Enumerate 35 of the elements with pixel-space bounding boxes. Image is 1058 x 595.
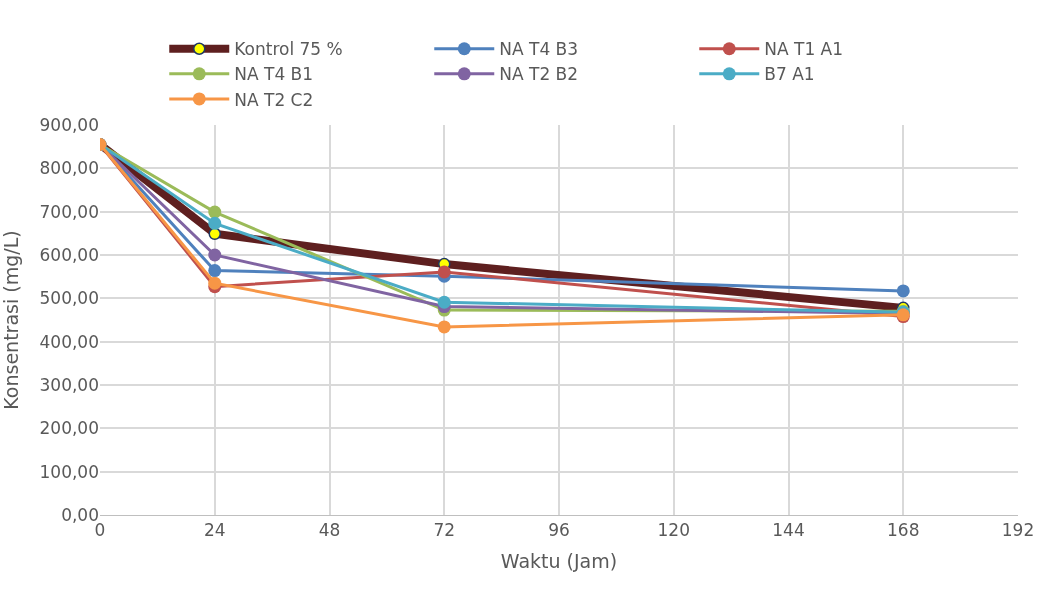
y-tick-label: 200,00 <box>39 418 99 439</box>
point <box>208 248 222 262</box>
point <box>437 295 451 309</box>
x-tick-label: 96 <box>548 520 570 541</box>
y-tick-label: 700,00 <box>39 201 99 222</box>
legend-label: Kontrol 75 % <box>234 39 343 60</box>
point <box>208 205 222 219</box>
x-tick-label: 24 <box>203 520 226 541</box>
legend-label: NA T4 B1 <box>234 64 314 85</box>
y-tick-label: 400,00 <box>39 331 99 352</box>
legend-label: NA T2 C2 <box>234 89 314 110</box>
x-tick-label: 168 <box>887 520 920 541</box>
point <box>208 216 222 230</box>
y-tick-label: 500,00 <box>39 288 99 309</box>
legend-label: NA T2 B2 <box>499 64 579 85</box>
legend-label: B7 A1 <box>764 64 815 85</box>
x-tick-label: 72 <box>433 520 456 541</box>
legend-label: NA T4 B3 <box>499 39 579 60</box>
point <box>896 284 910 298</box>
x-tick-label: 120 <box>657 520 690 541</box>
y-tick-label: 800,00 <box>39 158 99 179</box>
y-axis-title: Konsentrasi (mg/L) <box>0 230 23 410</box>
y-tick-label: 300,00 <box>39 374 99 395</box>
y-tick-label: 900,00 <box>39 114 99 135</box>
point <box>208 276 222 290</box>
x-tick-label: 192 <box>1001 520 1035 541</box>
point <box>437 265 451 279</box>
x-axis-title: Waktu (Jam) <box>500 550 618 573</box>
legend-label: NA T1 A1 <box>764 39 844 60</box>
point <box>208 264 222 278</box>
y-tick-label: 600,00 <box>39 244 99 265</box>
x-tick-label: 144 <box>772 520 805 541</box>
point <box>437 320 451 334</box>
y-tick-label: 100,00 <box>39 461 99 482</box>
x-tick-label: 48 <box>318 520 341 541</box>
